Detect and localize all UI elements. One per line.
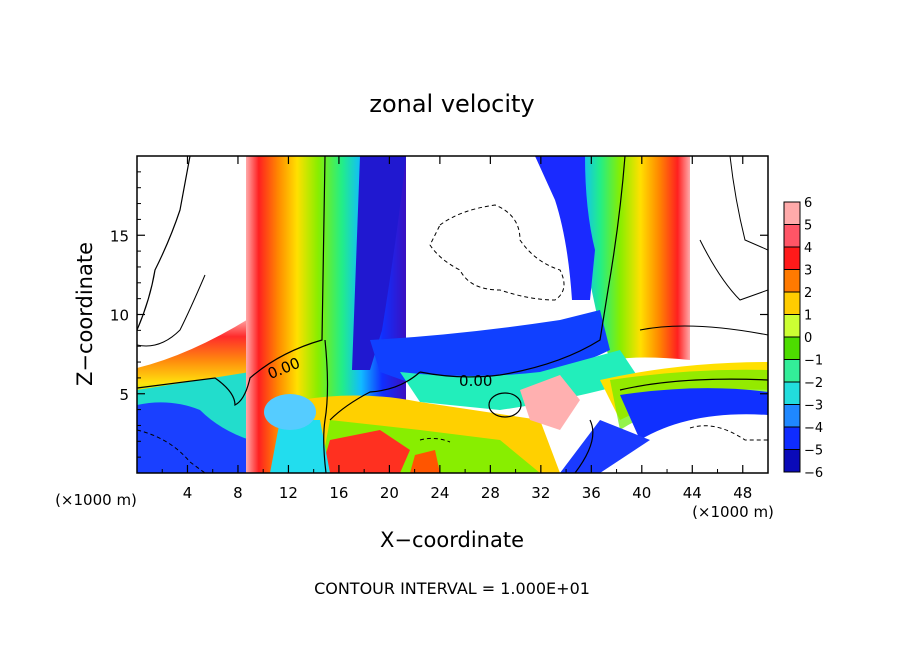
colorbar-label: −6 — [804, 466, 823, 481]
x-tick-label: 8 — [233, 484, 243, 502]
colorbar-swatch — [784, 202, 800, 225]
colorbar-swatch — [784, 269, 800, 293]
colorbar-label: 0 — [804, 331, 812, 346]
chart-title: zonal velocity — [369, 90, 534, 118]
y-tick-label: 5 — [119, 386, 129, 404]
x-axis-label: X−coordinate — [380, 528, 524, 552]
colorbar-swatch — [784, 314, 800, 338]
contour-lines — [137, 156, 768, 473]
colorbar-label: 2 — [804, 286, 812, 301]
colorbar-swatch — [784, 224, 800, 248]
contour-interval-note: CONTOUR INTERVAL = 1.000E+01 — [314, 579, 590, 598]
x-tick-label: 28 — [481, 484, 500, 502]
x-tick-label: 16 — [329, 484, 348, 502]
colorbar-swatch — [784, 382, 800, 405]
colorbar-swatch — [784, 337, 800, 360]
colorbar-swatch — [784, 404, 800, 428]
colorbar-label: 4 — [804, 241, 812, 256]
x-tick-label: 4 — [183, 484, 193, 502]
colorbar-label: −4 — [804, 421, 823, 436]
colorbar-label: −2 — [804, 376, 823, 391]
x-tick-label: 44 — [683, 484, 702, 502]
colorbar: 6 5 4 3 2 1 0 −1 −2 −3 −4 −5 −6 — [783, 196, 823, 481]
x-tick-label: 40 — [632, 484, 651, 502]
dashed-contours — [137, 204, 768, 473]
contour-label: 0.00 — [459, 372, 492, 390]
colorbar-label: 6 — [804, 196, 812, 211]
x-axis-ticks: 4 8 12 16 20 24 28 32 36 40 44 48 — [161, 156, 752, 502]
x-tick-label: 12 — [279, 484, 298, 502]
y-axis-label: Z−coordinate — [73, 242, 97, 386]
colorbar-swatch — [784, 292, 800, 315]
colorbar-swatch — [784, 247, 800, 270]
x-tick-label: 36 — [582, 484, 601, 502]
x-tick-label: 48 — [733, 484, 752, 502]
colorbar-label: −3 — [804, 399, 823, 414]
x-tick-label: 20 — [380, 484, 399, 502]
colorbar-label: −5 — [804, 444, 823, 459]
colorbar-swatch — [784, 449, 800, 473]
velocity-field — [137, 156, 768, 473]
colorbar-label: 1 — [804, 309, 812, 324]
colorbar-label: 5 — [804, 219, 812, 234]
x-tick-label: 24 — [430, 484, 449, 502]
colorbar-label: −1 — [804, 354, 823, 369]
y-tick-label: 10 — [110, 307, 129, 325]
colorbar-swatch — [784, 359, 800, 383]
y-tick-label: 15 — [110, 227, 129, 245]
colorbar-swatch — [784, 427, 800, 450]
x-tick-label: 32 — [531, 484, 550, 502]
x-axis-unit-right: (×1000 m) — [692, 503, 774, 521]
y-axis-ticks: 5 10 15 — [110, 171, 768, 458]
x-axis-unit-left: (×1000 m) — [55, 491, 137, 509]
colorbar-label: 3 — [804, 264, 812, 279]
